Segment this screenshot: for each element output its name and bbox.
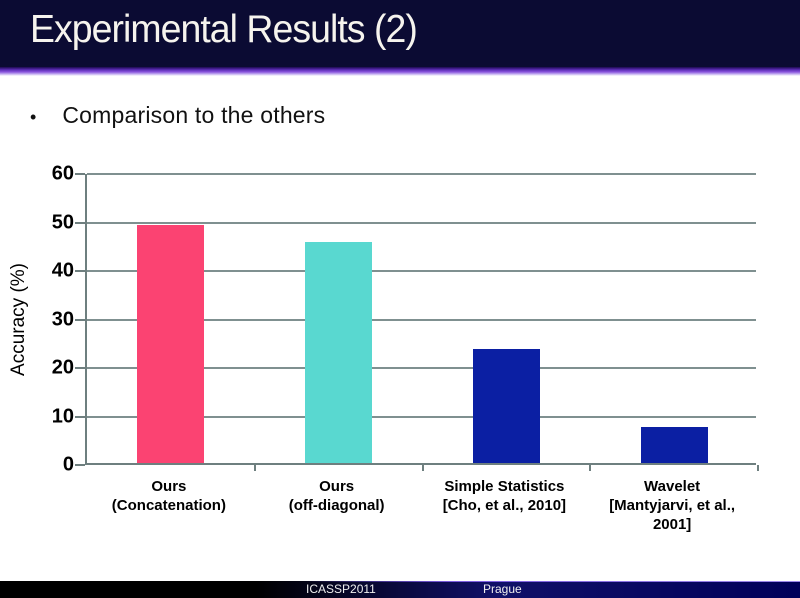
y-tick-label-50: 50 <box>51 211 74 233</box>
x-category-label-line: Simple Statistics <box>444 478 565 495</box>
x-category-label-3: Wavelet [Mantyjarvi, et al., 2001] <box>609 477 735 534</box>
y-tick-label-20: 20 <box>51 356 74 379</box>
y-tick-label-60: 60 <box>51 162 74 185</box>
x-category-label-2: Simple Statistics [Cho, et al., 2010] <box>443 477 566 515</box>
y-tick-mark-20 <box>75 367 85 369</box>
gridline-20 <box>87 367 756 369</box>
footer-conference: ICASSP2011 <box>306 582 376 596</box>
y-tick-mark-0 <box>75 464 85 466</box>
gridline-10 <box>87 415 756 418</box>
bar-0 <box>137 225 205 463</box>
x-tick-mark-3 <box>589 465 592 471</box>
bar-1 <box>305 242 373 463</box>
y-tick-mark-50 <box>75 221 85 224</box>
gridline-30 <box>87 318 756 321</box>
x-category-label-line: Ours <box>319 478 355 495</box>
title-divider <box>0 67 800 76</box>
gridline-40 <box>87 270 756 272</box>
bullet-text: Comparison to the others <box>62 102 326 128</box>
x-category-label-line: [Mantyjarvi, et al., <box>609 497 736 514</box>
y-tick-mark-60 <box>75 173 85 175</box>
footer-bar: ICASSP2011 Prague <box>0 581 800 598</box>
gridline-50 <box>87 221 756 224</box>
gridline-60 <box>87 173 756 175</box>
x-category-label-line: (Concatenation) <box>111 497 226 514</box>
y-tick-mark-10 <box>75 415 85 418</box>
y-tick-mark-30 <box>75 318 85 321</box>
footer-location: Prague <box>483 582 522 596</box>
bar-3 <box>640 426 708 463</box>
x-category-label-line: 2001] <box>652 516 692 533</box>
y-tick-label-40: 40 <box>51 259 74 282</box>
y-tick-label-30: 30 <box>51 308 74 330</box>
y-tick-mark-40 <box>75 270 85 272</box>
x-category-label-line: Wavelet <box>644 478 701 495</box>
x-category-label-line: Ours <box>151 478 187 495</box>
x-tick-mark-2 <box>421 465 424 471</box>
bar-2 <box>472 349 540 463</box>
x-category-label-line: (off-diagonal) <box>288 497 385 514</box>
x-category-label-0: Ours (Concatenation) <box>112 477 226 515</box>
x-tick-mark-4 <box>757 465 759 471</box>
y-tick-label-0: 0 <box>62 453 74 476</box>
y-axis-ticks: 0 10 20 30 40 50 60 <box>0 163 74 476</box>
slide-title: Experimental Results (2) <box>30 8 418 51</box>
x-category-label-1: Ours (off-diagonal) <box>289 477 385 515</box>
x-axis-labels: Ours (Concatenation) Ours (off-diagonal) Sim… <box>85 477 756 557</box>
plot-area <box>75 173 759 471</box>
y-tick-label-10: 10 <box>51 405 74 427</box>
x-category-label-line: [Cho, et al., 2010] <box>442 497 567 514</box>
bullet-row: • Comparison to the others <box>30 102 325 129</box>
bullet-icon: • <box>30 107 37 127</box>
x-tick-mark-1 <box>253 465 256 471</box>
title-bar: Experimental Results (2) <box>0 0 800 67</box>
